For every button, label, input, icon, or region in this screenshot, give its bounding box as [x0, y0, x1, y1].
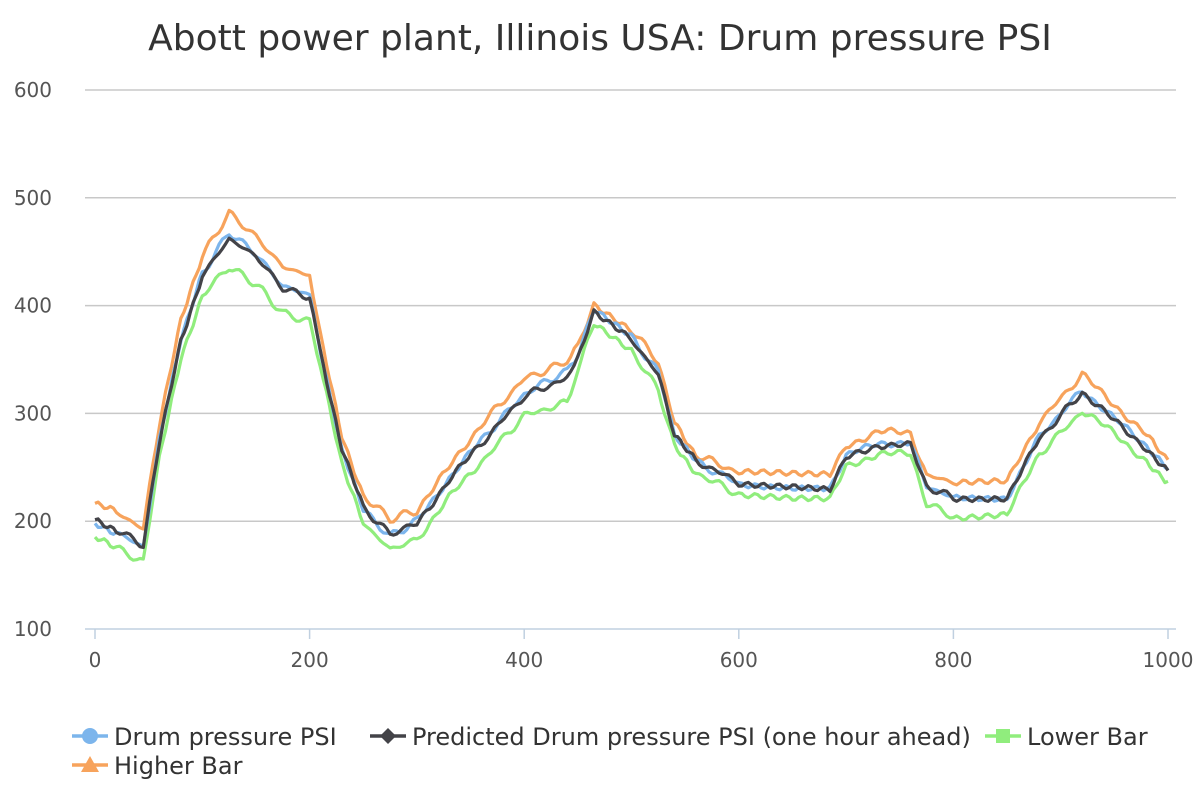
y-tick-label: 300 — [14, 401, 52, 425]
legend-diamond-marker — [380, 728, 396, 744]
legend-item[interactable]: Drum pressure PSI — [72, 723, 337, 751]
legend: Drum pressure PSI Predicted Drum pressure… — [72, 723, 1148, 780]
y-tick-label: 400 — [14, 294, 52, 318]
x-tick-label: 200 — [291, 648, 329, 672]
legend-label: Drum pressure PSI — [114, 723, 337, 751]
legend-item[interactable]: Lower Bar — [985, 723, 1148, 751]
y-tick-label: 500 — [14, 186, 52, 210]
legend-circle-marker — [82, 728, 98, 744]
legend-label: Lower Bar — [1027, 723, 1148, 751]
y-tick-label: 600 — [14, 78, 52, 102]
x-tick-label: 400 — [505, 648, 543, 672]
x-tick-label: 800 — [934, 648, 972, 672]
y-tick-label: 100 — [14, 617, 52, 641]
grid-layer: 100 200 300 400 500 600 — [14, 78, 1176, 641]
legend-item[interactable]: Predicted Drum pressure PSI (one hour ah… — [370, 723, 971, 751]
x-tick-label: 600 — [720, 648, 758, 672]
series-line-2 — [93, 268, 1169, 562]
axis-layer: 0 200 400 600 800 1000 — [89, 629, 1194, 672]
x-tick-label: 1000 — [1143, 648, 1194, 672]
series-layer — [93, 208, 1170, 562]
legend-triangle-marker — [81, 756, 99, 772]
chart-title: Abott power plant, Illinois USA: Drum pr… — [148, 18, 1052, 59]
x-tick-label: 0 — [89, 648, 102, 672]
legend-label: Higher Bar — [114, 752, 243, 780]
legend-square-marker — [996, 729, 1010, 743]
legend-item[interactable]: Higher Bar — [72, 752, 243, 780]
legend-label: Predicted Drum pressure PSI (one hour ah… — [412, 723, 971, 751]
y-tick-label: 200 — [14, 509, 52, 533]
series-line-1 — [94, 236, 1170, 550]
